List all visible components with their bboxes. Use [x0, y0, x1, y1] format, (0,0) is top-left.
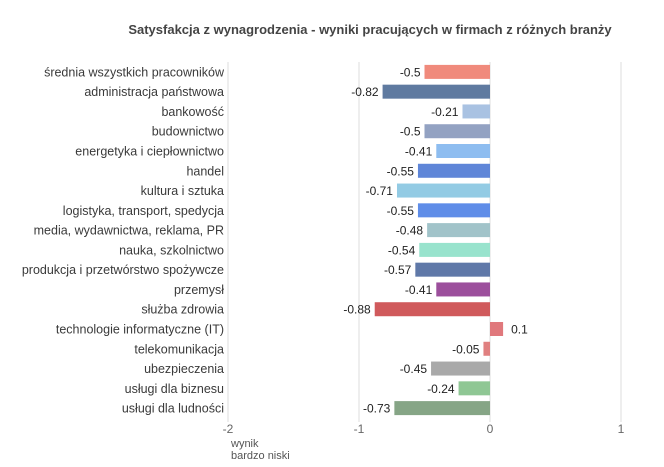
bar-12 [374, 302, 490, 317]
category-label-13: technologie informatyczne (IT) [56, 323, 224, 337]
category-label-15: ubezpieczenia [144, 362, 224, 376]
value-label-10: -0.57 [384, 263, 412, 277]
value-label-1: -0.82 [351, 85, 379, 99]
bar-5 [417, 163, 490, 178]
value-label-5: -0.55 [387, 164, 415, 178]
x-tick-label-2: 0 [487, 422, 494, 436]
value-label-13: 0.1 [511, 323, 528, 337]
bar-6 [396, 183, 490, 198]
value-label-16: -0.24 [427, 382, 455, 396]
value-label-17: -0.73 [363, 402, 391, 416]
category-label-0: średnia wszystkich pracowników [44, 65, 225, 79]
chart-title: Satysfakcja z wynagrodzenia - wyniki pra… [0, 22, 664, 37]
category-label-9: nauka, szkolnictwo [119, 243, 224, 257]
category-label-3: budownictwo [152, 125, 224, 139]
value-label-15: -0.45 [400, 362, 428, 376]
value-label-9: -0.54 [388, 243, 416, 257]
value-label-12: -0.88 [343, 303, 371, 317]
category-label-7: logistyka, transport, spedycja [63, 204, 224, 218]
value-labels: -0.5 -0.82 -0.21 -0.5 -0.41 -0.55 -0.71 -0.55 -0… [343, 65, 528, 415]
x-tick-label-3: 1 [618, 422, 625, 436]
category-label-6: kultura i sztuka [141, 184, 224, 198]
category-label-17: usługi dla ludności [122, 402, 224, 416]
chart-title-text: Satysfakcja z wynagrodzenia - wyniki pra… [128, 22, 612, 37]
value-label-14: -0.05 [452, 342, 480, 356]
value-label-4: -0.41 [405, 145, 433, 159]
value-label-7: -0.55 [387, 204, 415, 218]
x-axis-note-line-1: bardzo niski [231, 450, 290, 462]
bar-2 [462, 104, 490, 119]
x-axis-note-line-0: wynik [230, 438, 259, 450]
bar-14 [483, 341, 490, 356]
bar-11 [436, 282, 490, 297]
value-label-6: -0.71 [366, 184, 394, 198]
bar-1 [382, 84, 490, 99]
category-label-1: administracja państwowa [84, 85, 224, 99]
category-labels: średnia wszystkich pracowników administra… [22, 65, 225, 415]
category-label-5: handel [186, 164, 224, 178]
bar-13 [490, 322, 504, 336]
category-label-12: służba zdrowia [141, 303, 224, 317]
bar-15 [431, 361, 490, 376]
bar-16 [458, 381, 490, 396]
bar-8 [427, 223, 490, 238]
bar-17 [394, 401, 490, 416]
value-label-3: -0.5 [400, 125, 421, 139]
category-label-11: przemysł [174, 283, 224, 297]
bar-9 [419, 242, 490, 257]
category-label-2: bankowość [161, 105, 224, 119]
bar-3 [424, 124, 490, 139]
x-axis-ticks: -2 -1 0 1 [223, 422, 625, 436]
category-label-16: usługi dla biznesu [125, 382, 224, 396]
value-label-8: -0.48 [396, 224, 424, 238]
category-label-14: telekomunikacja [134, 342, 224, 356]
category-label-10: produkcja i przetwórstwo spożywcze [22, 263, 224, 277]
bar-0 [424, 64, 490, 79]
value-label-11: -0.41 [405, 283, 433, 297]
value-label-2: -0.21 [431, 105, 459, 119]
bar-7 [417, 203, 490, 218]
bar-4 [436, 144, 490, 158]
category-label-4: energetyka i ciepłownictwo [75, 145, 224, 159]
x-tick-label-0: -2 [223, 422, 234, 436]
bar-10 [415, 262, 490, 277]
bars [374, 64, 504, 416]
x-tick-label-1: -1 [354, 422, 365, 436]
value-label-0: -0.5 [400, 65, 421, 79]
category-label-8: media, wydawnictwa, reklama, PR [34, 224, 224, 238]
